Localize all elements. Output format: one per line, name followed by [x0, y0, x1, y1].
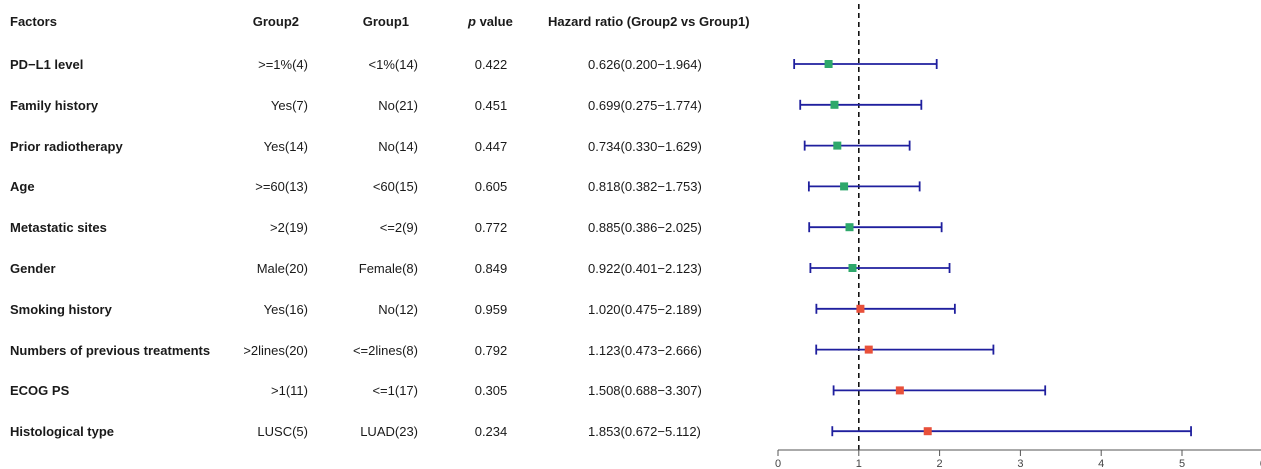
group2-value: Yes(14): [263, 138, 308, 154]
header-p-rest: value: [475, 14, 513, 29]
hazard-ratio-point: [845, 223, 854, 232]
p-value: 0.605: [474, 179, 508, 195]
group2-value: >2(19): [270, 220, 308, 236]
factor-label: Family history: [10, 97, 99, 113]
group2-value: >=60(13): [255, 179, 308, 195]
x-tick-label: 4: [1098, 458, 1104, 469]
hazard-ratio-text: 1.020(0.475−2.189): [588, 301, 702, 317]
p-value: 0.849: [474, 261, 508, 276]
p-value: 0.772: [474, 220, 508, 236]
factor-label: PD−L1 level: [10, 57, 84, 72]
hazard-ratio-point: [840, 182, 849, 191]
x-tick-label: 1: [856, 458, 862, 469]
header-hazard-ratio: Hazard ratio (Group2 vs Group1): [548, 14, 750, 29]
group1-value: LUAD(23): [360, 424, 418, 440]
group2-value: LUSC(5): [257, 424, 308, 440]
factor-label: Histological type: [10, 424, 115, 440]
group1-value: No(12): [378, 301, 418, 317]
hazard-ratio-text: 0.734(0.330−1.629): [588, 138, 702, 154]
group2-value: Yes(16): [263, 301, 308, 317]
group1-value: <1%(14): [368, 57, 419, 72]
table-row: Smoking history Yes(16) No(12) 0.959 1.020(0…: [0, 300, 770, 322]
group2-value: >1(11): [271, 383, 308, 399]
x-tick-label: 2: [937, 458, 943, 469]
factor-label: Smoking history: [10, 301, 112, 317]
group1-value: No(21): [378, 97, 418, 113]
hazard-ratio-text: 1.853(0.672−5.112): [588, 424, 701, 440]
hazard-ratio-point: [833, 141, 842, 150]
group2-value: Male(20): [256, 261, 308, 276]
p-value: 0.305: [474, 383, 508, 399]
group1-value: Female(8): [358, 261, 418, 276]
hazard-ratio-text: 0.699(0.275−1.774): [588, 97, 702, 113]
group2-value: >=1%(4): [258, 57, 308, 72]
hazard-ratio-point: [923, 427, 932, 436]
p-value: 0.234: [474, 424, 508, 440]
header-factors: Factors: [10, 14, 57, 29]
x-tick-label: 6: [1260, 458, 1261, 469]
header-p-italic: p: [468, 14, 476, 29]
p-value: 0.451: [474, 97, 508, 113]
hazard-ratio-text: 0.818(0.382−1.753): [588, 179, 702, 195]
factor-label: Gender: [10, 261, 56, 276]
group2-value: >2lines(20): [243, 342, 308, 358]
header-group2: Group2: [252, 14, 299, 29]
p-value: 0.422: [474, 57, 508, 72]
hazard-ratio-point: [824, 60, 833, 68]
factor-label: Age: [10, 179, 35, 195]
table-row: Gender Male(20) Female(8) 0.849 0.922(0.401−…: [0, 259, 770, 281]
hazard-ratio-text: 1.508(0.688−3.307): [588, 383, 702, 399]
table-row: Prior radiotherapy Yes(14) No(14) 0.447 0.73…: [0, 137, 770, 159]
hazard-ratio-text: 1.123(0.473−2.666): [588, 342, 702, 358]
header-p-value: p value: [468, 14, 513, 29]
table-row: ECOG PS >1(11) <=1(17) 0.305 1.508(0.688−3.3…: [0, 381, 770, 403]
hazard-ratio-point: [895, 386, 904, 395]
p-value: 0.959: [474, 301, 508, 317]
table-row: Age >=60(13) <60(15) 0.605 0.818(0.382−1.753…: [0, 177, 770, 199]
x-tick-label: 3: [1017, 458, 1023, 469]
header-group1: Group1: [362, 14, 409, 29]
hazard-ratio-point: [830, 100, 839, 109]
hazard-ratio-point: [864, 345, 873, 354]
hazard-ratio-text: 0.885(0.386−2.025): [588, 220, 702, 236]
group1-value: <=2lines(8): [352, 342, 418, 358]
group1-value: <=2(9): [379, 220, 418, 236]
hazard-ratio-text: 0.626(0.200−1.964): [588, 57, 702, 72]
group1-value: No(14): [378, 138, 418, 154]
factor-label: ECOG PS: [10, 383, 70, 399]
hazard-ratio-point: [856, 304, 865, 313]
table-row: Histological type LUSC(5) LUAD(23) 0.234 1.8…: [0, 422, 770, 444]
x-tick-label: 0: [775, 458, 781, 469]
table-row: Family history Yes(7) No(21) 0.451 0.699(0.2…: [0, 96, 770, 118]
group1-value: <60(15): [372, 179, 418, 195]
p-value: 0.447: [474, 138, 508, 154]
hazard-ratio-point: [848, 264, 857, 272]
table-row: Numbers of previous treatments >2lines(20…: [0, 341, 770, 363]
group2-value: Yes(7): [270, 97, 308, 113]
p-value: 0.792: [474, 342, 508, 358]
table-row: PD−L1 level >=1%(4) <1%(14) 0.422 0.626(0.20…: [0, 55, 770, 77]
hazard-ratio-text: 0.922(0.401−2.123): [588, 261, 702, 276]
factor-label: Numbers of previous treatments: [10, 342, 211, 358]
factor-label: Metastatic sites: [10, 220, 107, 236]
x-tick-label: 5: [1179, 458, 1185, 469]
group1-value: <=1(17): [372, 383, 418, 399]
table-row: Metastatic sites >2(19) <=2(9) 0.772 0.885(0…: [0, 218, 770, 240]
factor-label: Prior radiotherapy: [10, 138, 123, 154]
